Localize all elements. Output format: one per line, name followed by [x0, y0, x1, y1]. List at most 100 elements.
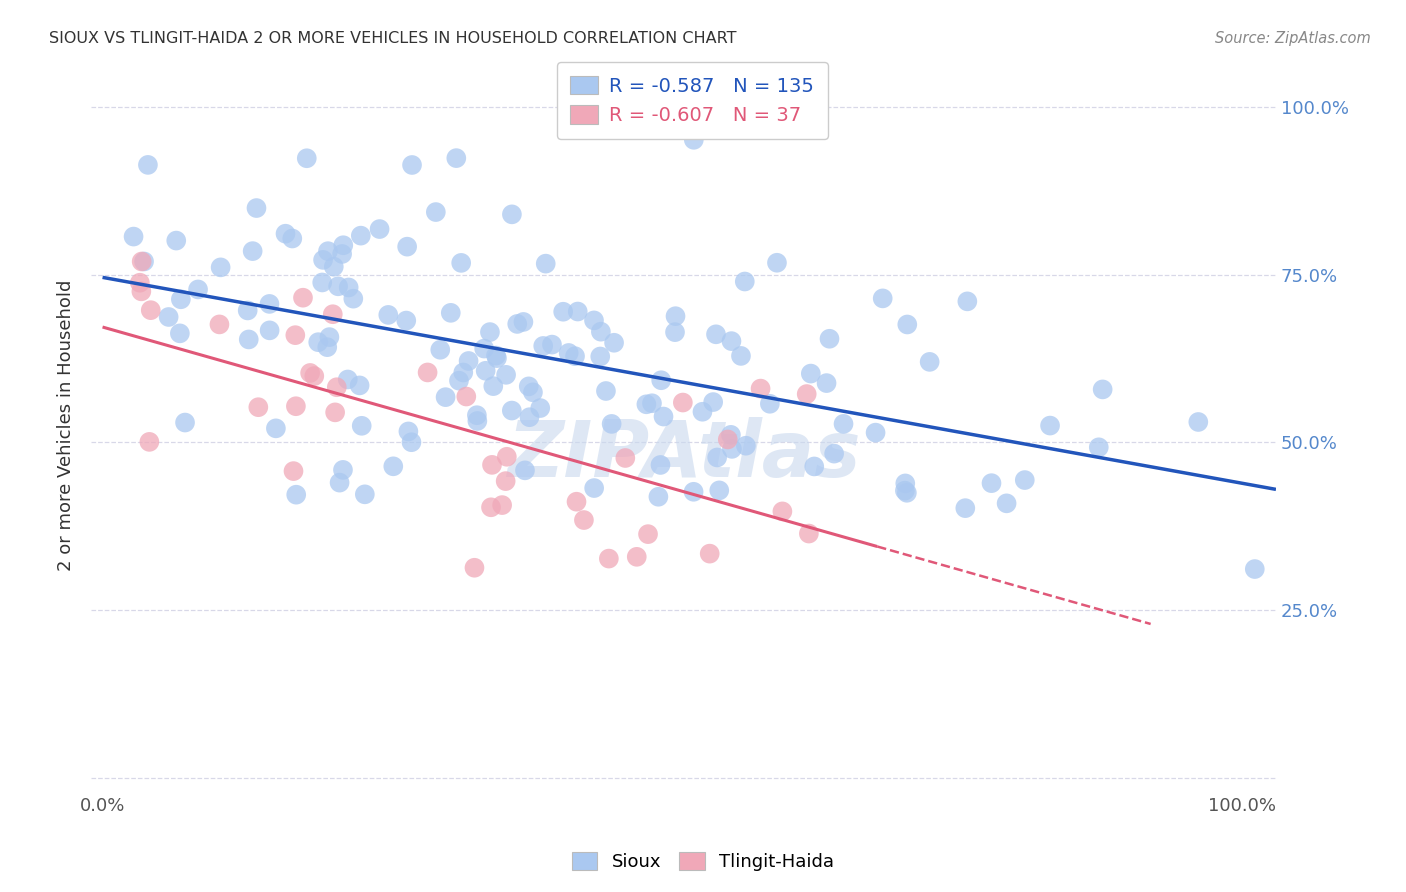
Point: [1014, 473, 1036, 487]
Point: [495, 368, 517, 382]
Point: [122, 229, 145, 244]
Point: [281, 231, 304, 245]
Point: [312, 252, 335, 267]
Point: [299, 366, 322, 380]
Point: [672, 395, 695, 409]
Point: [595, 384, 617, 398]
Point: [478, 325, 501, 339]
Point: [245, 201, 267, 215]
Point: [425, 205, 447, 219]
Point: [759, 397, 782, 411]
Point: [832, 417, 855, 431]
Point: [918, 355, 941, 369]
Point: [699, 547, 721, 561]
Point: [495, 474, 517, 488]
Point: [692, 405, 714, 419]
Point: [396, 425, 419, 439]
Point: [131, 285, 153, 299]
Point: [534, 257, 557, 271]
Point: [956, 294, 979, 309]
Point: [472, 342, 495, 356]
Point: [187, 282, 209, 296]
Point: [704, 327, 727, 342]
Point: [872, 292, 894, 306]
Point: [304, 369, 326, 384]
Point: [482, 379, 505, 393]
Point: [501, 207, 523, 221]
Point: [284, 399, 307, 413]
Text: Source: ZipAtlas.com: Source: ZipAtlas.com: [1215, 31, 1371, 46]
Point: [598, 551, 620, 566]
Point: [582, 313, 605, 327]
Point: [285, 488, 308, 502]
Point: [626, 549, 648, 564]
Point: [330, 247, 353, 261]
Point: [332, 238, 354, 252]
Point: [734, 275, 756, 289]
Point: [796, 387, 818, 401]
Point: [522, 385, 544, 400]
Point: [259, 297, 281, 311]
Y-axis label: 2 or more Vehicles in Household: 2 or more Vehicles in Household: [58, 280, 75, 572]
Point: [238, 333, 260, 347]
Point: [564, 349, 586, 363]
Point: [896, 485, 918, 500]
Point: [463, 560, 485, 574]
Point: [311, 276, 333, 290]
Point: [457, 354, 479, 368]
Point: [894, 476, 917, 491]
Point: [467, 414, 489, 428]
Point: [995, 496, 1018, 510]
Point: [600, 417, 623, 431]
Point: [664, 325, 686, 339]
Point: [720, 428, 742, 442]
Point: [138, 434, 160, 449]
Point: [481, 458, 503, 472]
Point: [553, 304, 575, 318]
Point: [519, 410, 541, 425]
Point: [766, 256, 789, 270]
Text: ZIPAtlas: ZIPAtlas: [506, 417, 860, 493]
Point: [447, 374, 470, 388]
Point: [132, 254, 155, 268]
Point: [479, 500, 502, 515]
Point: [636, 397, 658, 411]
Point: [1187, 415, 1209, 429]
Point: [818, 332, 841, 346]
Point: [242, 244, 264, 259]
Point: [650, 373, 672, 387]
Point: [316, 244, 339, 259]
Point: [803, 459, 825, 474]
Point: [316, 340, 339, 354]
Point: [401, 158, 423, 172]
Point: [274, 227, 297, 241]
Point: [614, 450, 637, 465]
Point: [170, 293, 193, 307]
Point: [1243, 562, 1265, 576]
Point: [980, 476, 1002, 491]
Point: [896, 318, 918, 332]
Point: [491, 498, 513, 512]
Point: [572, 513, 595, 527]
Point: [377, 308, 399, 322]
Point: [583, 481, 606, 495]
Point: [209, 260, 232, 275]
Point: [295, 151, 318, 165]
Point: [322, 307, 344, 321]
Point: [529, 401, 551, 415]
Point: [342, 292, 364, 306]
Point: [641, 396, 664, 410]
Point: [682, 484, 704, 499]
Point: [485, 349, 508, 363]
Point: [350, 228, 373, 243]
Point: [326, 279, 349, 293]
Point: [474, 364, 496, 378]
Point: [557, 346, 579, 360]
Point: [706, 450, 728, 465]
Point: [650, 458, 672, 472]
Point: [169, 326, 191, 341]
Point: [434, 390, 457, 404]
Point: [647, 490, 669, 504]
Point: [894, 483, 917, 498]
Point: [368, 222, 391, 236]
